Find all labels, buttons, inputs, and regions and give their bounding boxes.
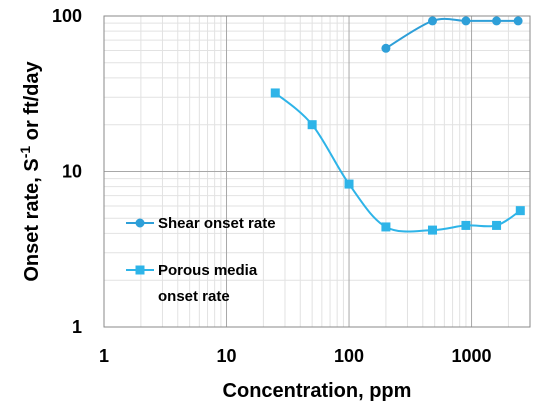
legend-label-porous-line1: Porous media [158, 262, 258, 279]
data-point [381, 43, 391, 53]
y-axis-title-superscript: -1 [17, 146, 33, 159]
data-point [492, 16, 502, 26]
tick-labels: 1 10 100 1000 1 10 100 [52, 6, 492, 366]
series-layer [270, 16, 525, 235]
legend-label-porous-line2: onset rate [158, 288, 230, 305]
x-tick-label: 10 [216, 346, 236, 366]
data-point [344, 179, 354, 189]
data-point [513, 16, 523, 26]
data-point [427, 16, 437, 26]
y-axis-title-tail: or ft/day [21, 60, 43, 145]
data-point [270, 88, 280, 98]
x-tick-label: 1 [99, 346, 109, 366]
legend: Shear onset rate Porous media onset rate [126, 215, 276, 305]
data-point [381, 222, 391, 232]
y-axis-title: Onset rate, S-1 or ft/day [17, 60, 43, 281]
legend-marker-porous [135, 265, 145, 275]
data-point [427, 225, 437, 235]
data-point [515, 206, 525, 216]
y-tick-label: 10 [62, 162, 82, 182]
data-point [492, 220, 502, 230]
y-axis-title-main: Onset rate, S [21, 158, 43, 281]
y-tick-label: 1 [72, 317, 82, 337]
data-point [461, 16, 471, 26]
y-tick-label: 100 [52, 6, 82, 26]
x-tick-label: 1000 [452, 346, 492, 366]
legend-marker-shear [135, 218, 145, 228]
plot-area-border [103, 15, 531, 328]
data-point [461, 220, 471, 230]
series-2 [270, 88, 525, 235]
x-axis-title: Concentration, ppm [223, 380, 412, 402]
legend-label-shear: Shear onset rate [158, 215, 276, 232]
x-tick-label: 100 [334, 346, 364, 366]
data-point [307, 120, 317, 130]
series-1 [381, 16, 523, 53]
